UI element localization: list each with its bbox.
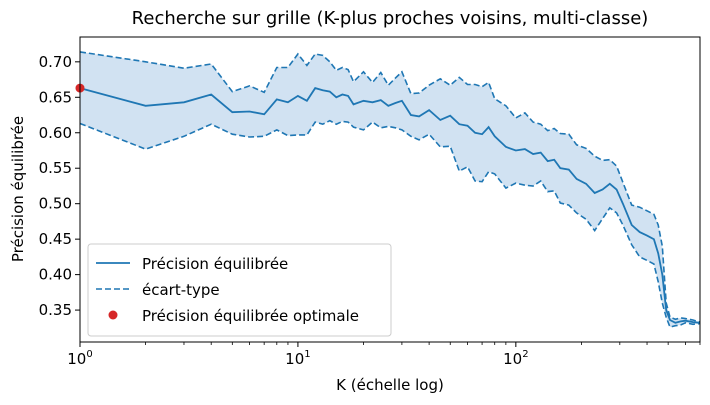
plot-frame	[79, 36, 701, 343]
x-tick-label: 101	[285, 349, 310, 368]
legend-best-label: Précision équilibrée optimale	[142, 307, 359, 325]
y-tick-label: 0.50	[39, 195, 72, 213]
std-upper-line	[79, 51, 701, 323]
std-band	[80, 51, 700, 328]
y-tick-label: 0.55	[39, 159, 72, 177]
legend-mean-label: Précision équilibrée	[142, 255, 288, 273]
chart-title: Recherche sur grille (K-plus proches voi…	[132, 8, 649, 29]
y-tick-label: 0.65	[39, 88, 72, 106]
x-tick-label: 100	[67, 349, 92, 368]
y-tick-label: 0.40	[39, 266, 72, 284]
x-axis: 100 101 102	[67, 342, 701, 368]
legend: Précision équilibrée écart-type Précisio…	[87, 243, 392, 337]
mean-line	[79, 87, 701, 324]
std-lower-line	[79, 119, 701, 329]
y-tick-label: 0.35	[39, 301, 72, 319]
y-tick-label: 0.60	[39, 124, 72, 142]
y-axis: 0.35 0.40 0.45 0.50 0.55 0.60 0.65 0.70	[39, 53, 80, 319]
y-axis-label: Précision équilibrée	[9, 116, 27, 262]
x-axis-label: K (échelle log)	[336, 376, 444, 394]
y-tick-label: 0.45	[39, 230, 72, 248]
legend-std-label: écart-type	[142, 281, 220, 299]
legend-best-swatch	[108, 310, 118, 320]
y-tick-label: 0.70	[39, 53, 72, 71]
legend-box	[87, 243, 392, 337]
x-tick-label: 102	[503, 349, 528, 368]
